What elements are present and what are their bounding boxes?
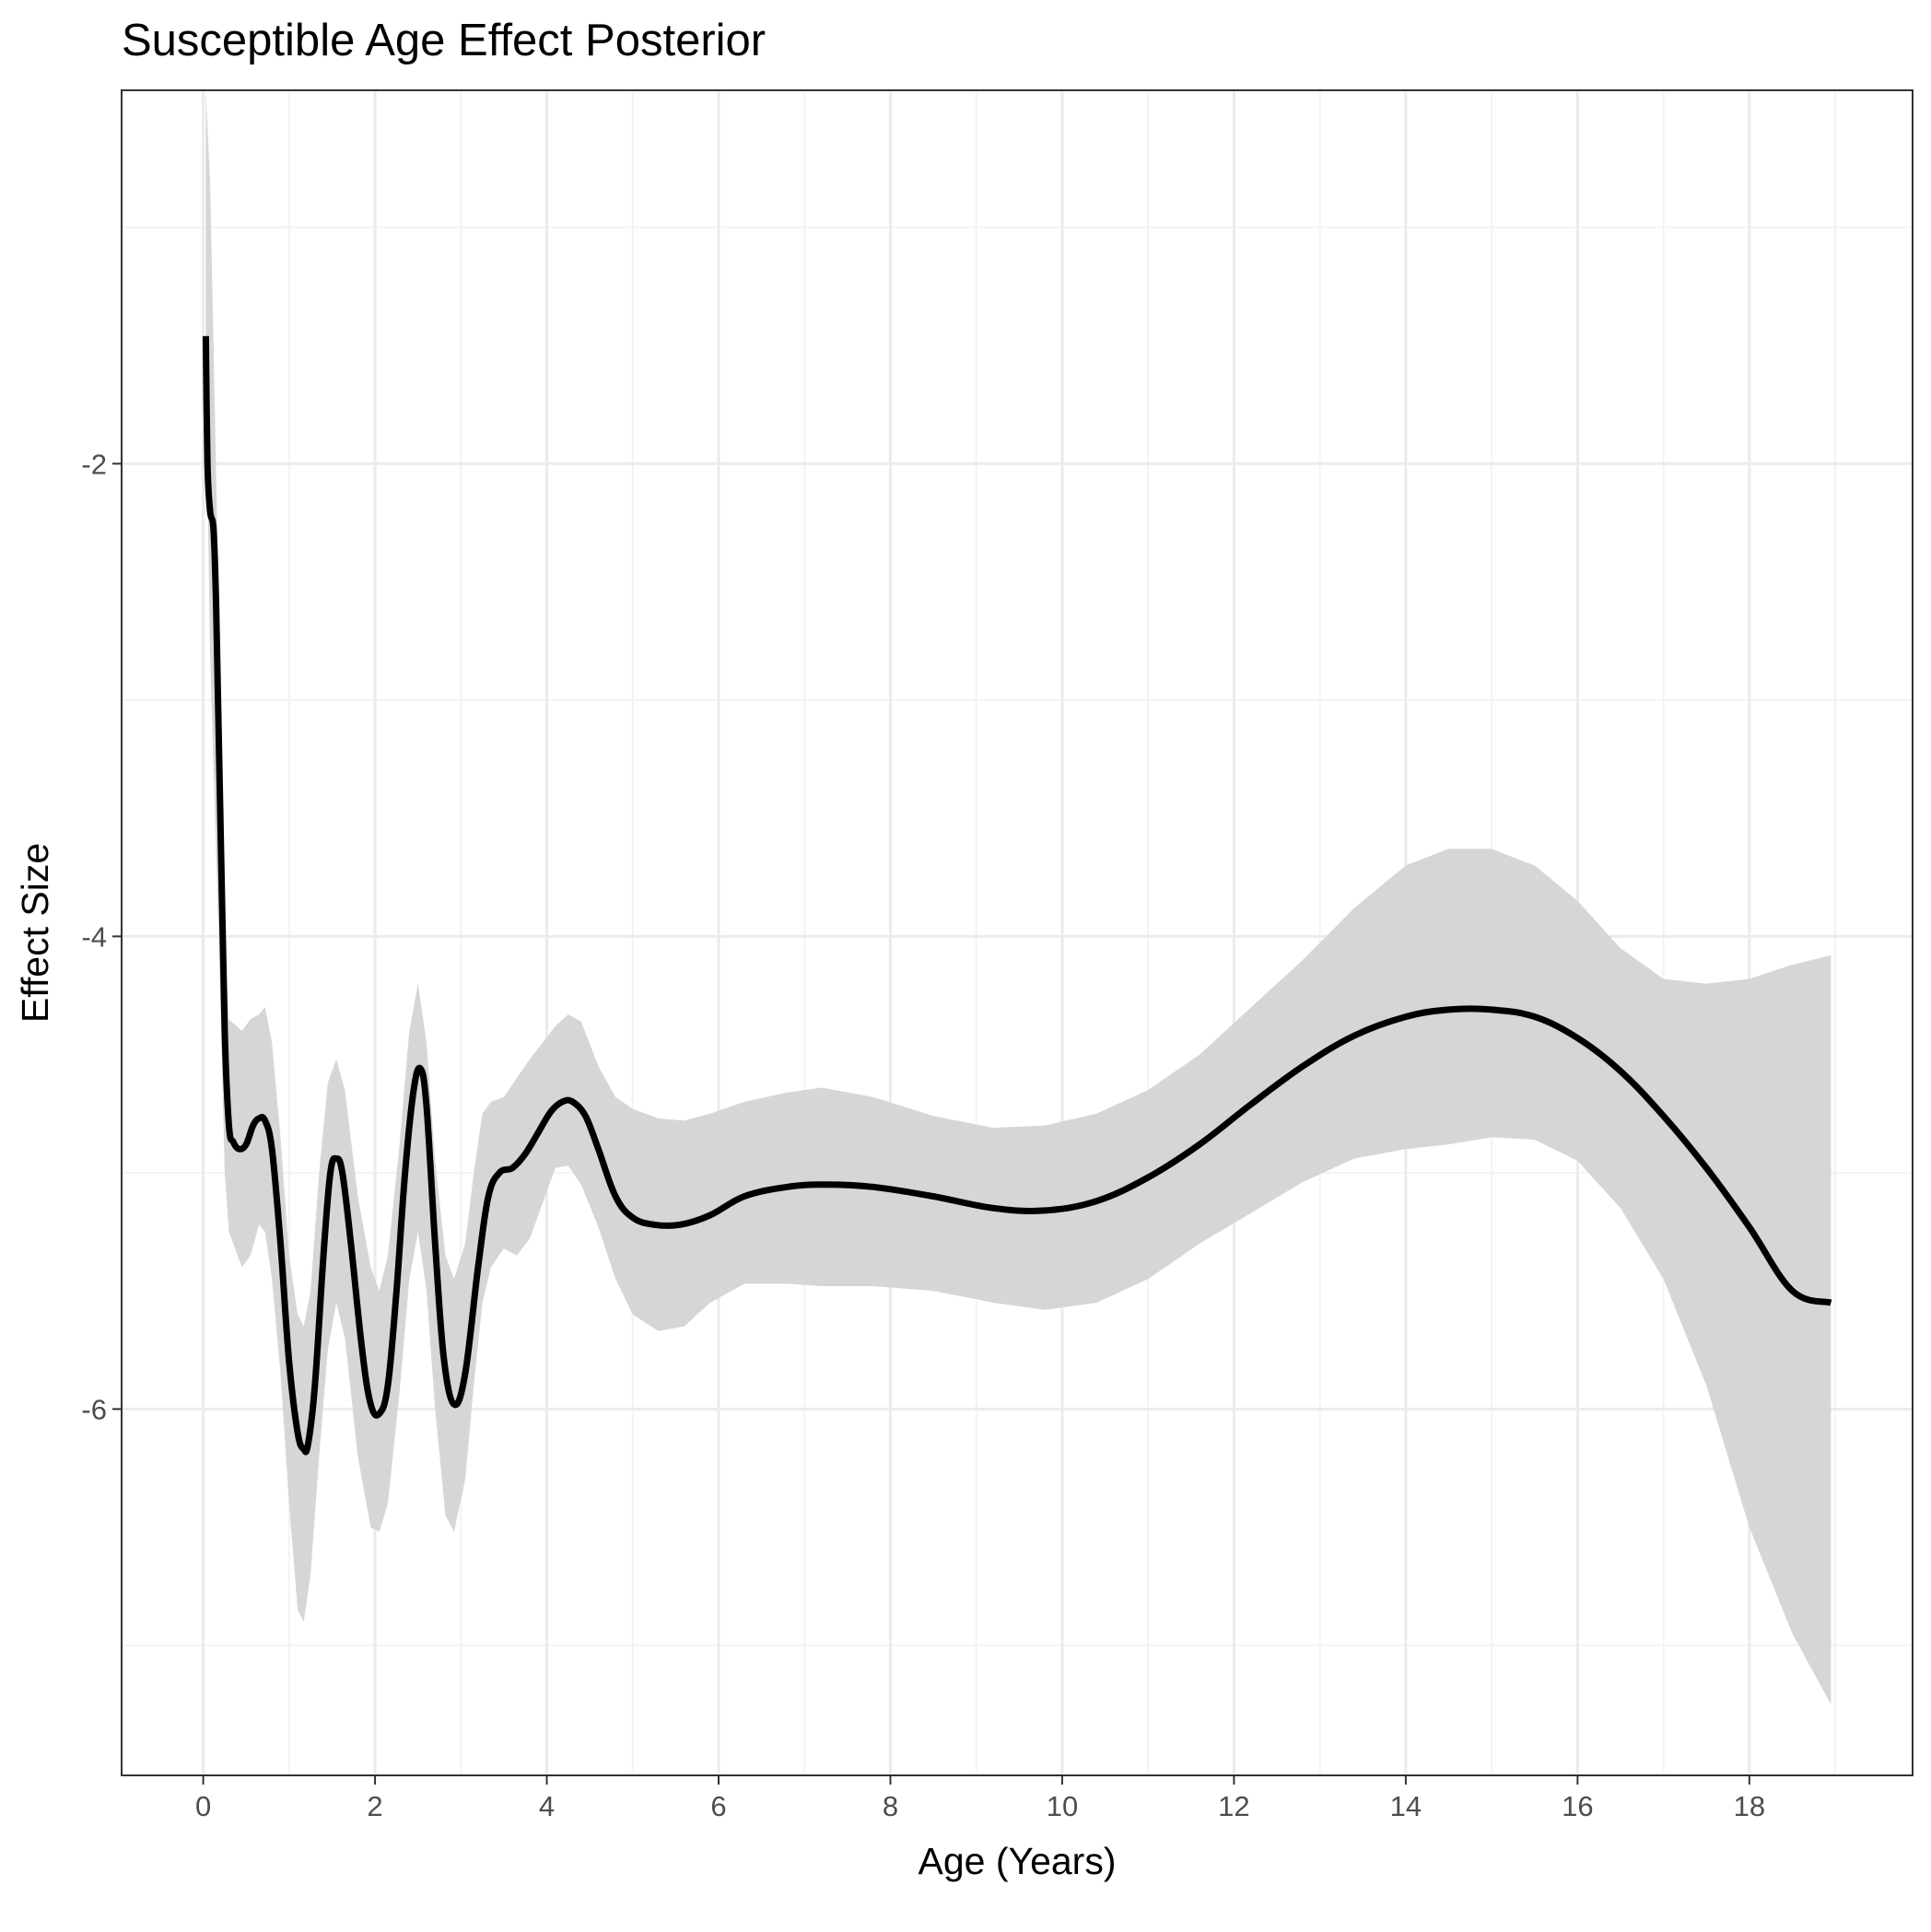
x-tick-label: 14 <box>1390 1790 1422 1822</box>
chart-title: Susceptible Age Effect Posterior <box>122 16 766 65</box>
x-tick-label: 0 <box>195 1790 211 1822</box>
x-axis-title: Age (Years) <box>919 1840 1117 1882</box>
panel-border <box>121 89 1913 1776</box>
posterior-mean-line <box>202 335 1832 1456</box>
y-tick-label: -6 <box>81 1393 107 1425</box>
x-tick-label: 16 <box>1562 1790 1593 1822</box>
x-tick-label: 8 <box>883 1790 898 1822</box>
x-tick-label: 4 <box>539 1790 555 1822</box>
y-axis: -2 -4 -6 <box>81 448 122 1425</box>
x-tick-label: 2 <box>367 1790 382 1822</box>
x-tick-label: 6 <box>710 1790 726 1822</box>
x-tick-label: 10 <box>1047 1790 1078 1822</box>
x-axis: 0 2 4 6 8 10 12 14 16 18 <box>195 1775 1765 1822</box>
y-tick-label: -2 <box>81 448 107 480</box>
credible-interval-ribbon <box>205 90 1832 1704</box>
y-axis-title: Effect Size <box>14 843 56 1023</box>
x-tick-label: 12 <box>1218 1790 1249 1822</box>
y-tick-label: -4 <box>81 920 107 953</box>
x-tick-label: 18 <box>1734 1790 1765 1822</box>
